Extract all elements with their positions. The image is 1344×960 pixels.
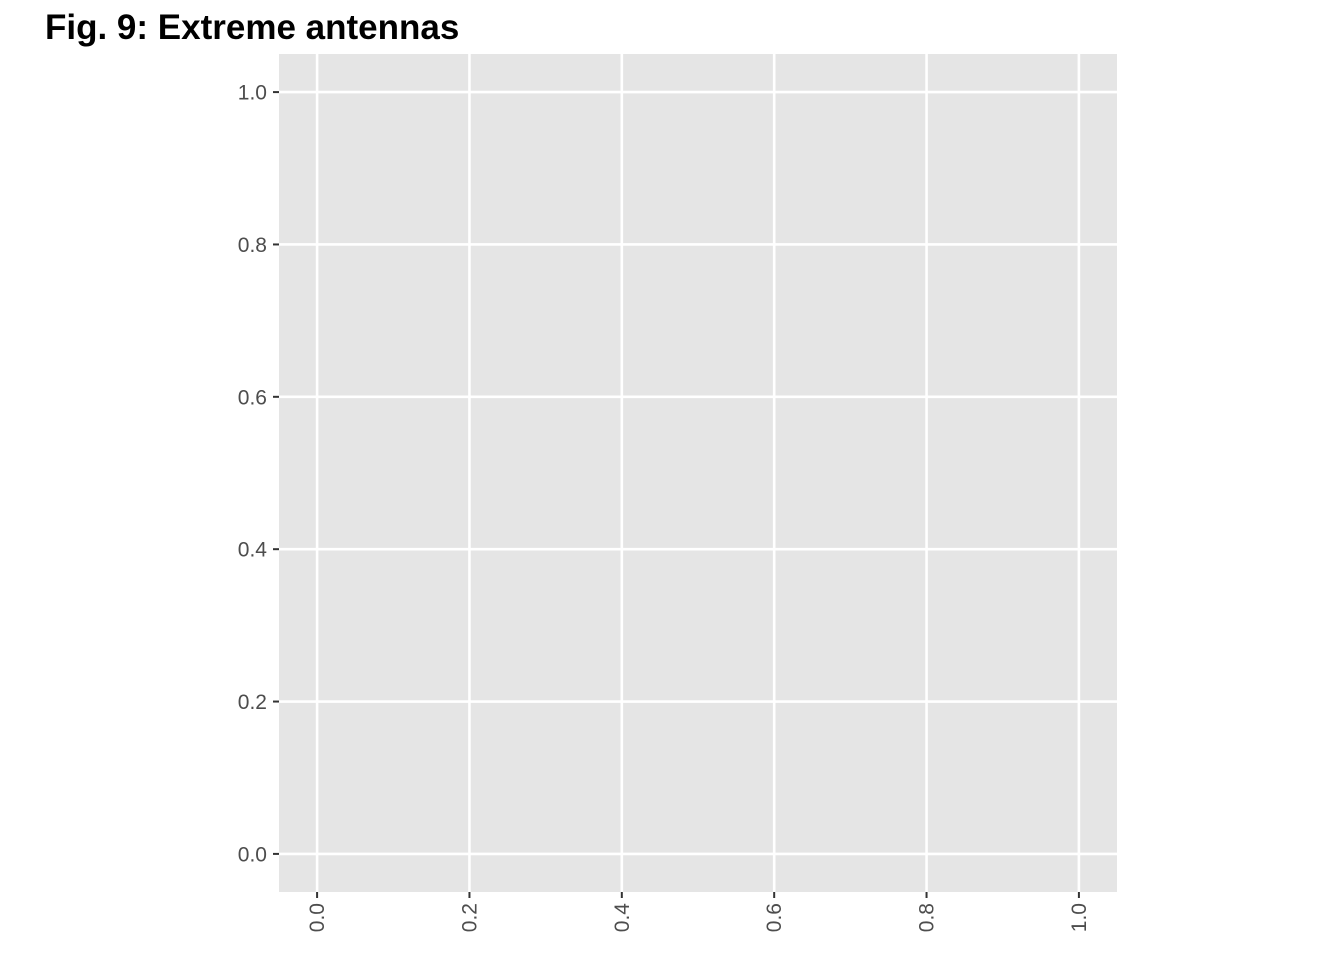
y-tick-label: 0.6 — [238, 386, 267, 409]
y-tick-label: 1.0 — [238, 82, 267, 105]
y-tick-label: 0.4 — [238, 539, 268, 562]
x-tick-label: 1.0 — [1068, 903, 1091, 932]
y-tick-label: 0.2 — [238, 691, 267, 714]
x-axis: 0.0 0.2 0.4 0.6 0.8 1.0 — [306, 892, 1091, 932]
chart-title: Fig. 9: Extreme antennas — [45, 8, 460, 47]
x-tick-label: 0.4 — [611, 903, 634, 933]
x-tick-label: 0.6 — [763, 903, 786, 932]
x-tick-label: 0.2 — [458, 903, 481, 932]
y-tick-label: 0.0 — [238, 843, 267, 866]
x-tick-label: 0.0 — [306, 903, 329, 932]
x-tick-label: 0.8 — [916, 903, 939, 932]
y-tick-label: 0.8 — [238, 234, 267, 257]
y-axis: 0.0 0.2 0.4 0.6 0.8 1.0 — [238, 82, 279, 866]
gridlines — [279, 54, 1117, 892]
plot-panel — [279, 54, 1117, 892]
